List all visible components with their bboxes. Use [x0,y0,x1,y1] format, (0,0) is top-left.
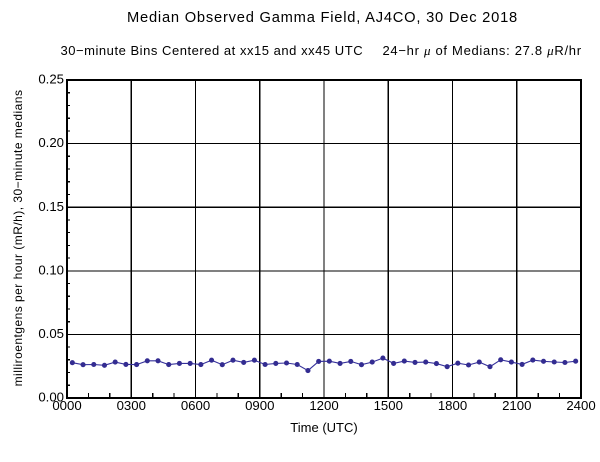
svg-text:0300: 0300 [117,398,146,413]
svg-text:0.05: 0.05 [38,326,64,341]
svg-text:0.00: 0.00 [38,390,64,405]
svg-text:Median Observed Gamma Field, A: Median Observed Gamma Field, AJ4CO, 30 D… [127,10,518,26]
svg-text:0900: 0900 [245,398,274,413]
svg-text:1500: 1500 [374,398,403,413]
svg-text:0.10: 0.10 [38,262,64,277]
svg-text:milliroentgens per hour (mR/h): milliroentgens per hour (mR/h), 30−minut… [11,90,25,387]
svg-text:24−hr μ of Medians: 27.8 μR/hr: 24−hr μ of Medians: 27.8 μR/hr [383,43,582,58]
svg-text:0000: 0000 [52,398,81,413]
svg-text:0600: 0600 [181,398,210,413]
svg-text:0.25: 0.25 [38,72,64,87]
svg-text:2400: 2400 [566,398,595,413]
svg-text:1800: 1800 [438,398,467,413]
svg-text:0.20: 0.20 [38,135,64,150]
svg-text:Time (UTC): Time (UTC) [290,420,357,435]
svg-text:1200: 1200 [309,398,338,413]
svg-text:2100: 2100 [502,398,531,413]
svg-text:0.15: 0.15 [38,199,64,214]
svg-text:30−minute Bins Centered at xx1: 30−minute Bins Centered at xx15 and xx45… [61,43,364,58]
